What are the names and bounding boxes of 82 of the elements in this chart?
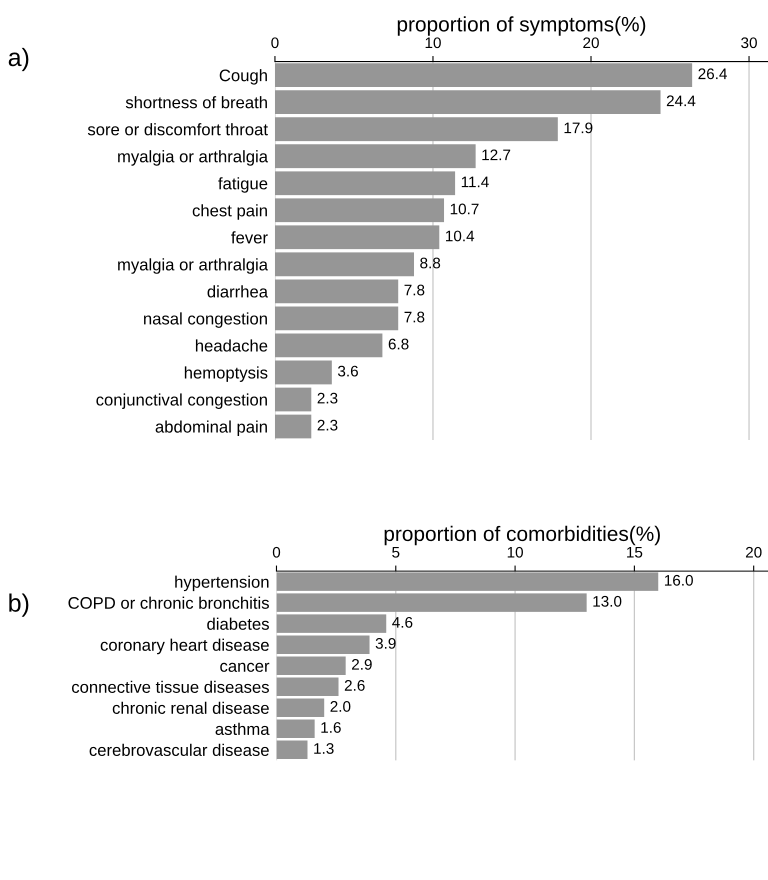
y-tick-label: diarrhea — [208, 285, 268, 298]
bar — [274, 63, 692, 88]
bar — [274, 252, 414, 276]
bar — [276, 635, 370, 654]
x-tick-label: 15 — [627, 547, 642, 558]
data-label: 8.8 — [420, 258, 440, 268]
bar — [274, 144, 476, 168]
data-label: 4.6 — [392, 616, 412, 628]
y-tick-label: abdominal pain — [156, 420, 267, 436]
x-tick-label: 0 — [271, 37, 279, 48]
y-tick-label: headache — [196, 339, 268, 352]
data-label: 24.4 — [666, 95, 696, 106]
bar — [276, 677, 339, 696]
data-label: 2.3 — [318, 420, 338, 431]
data-label: 1.3 — [314, 743, 334, 754]
y-tick-label: connective tissue diseases — [72, 680, 269, 693]
data-label: 3.6 — [338, 366, 358, 377]
bar — [274, 171, 456, 196]
bar — [274, 279, 398, 304]
bar — [274, 117, 558, 142]
data-label: 7.8 — [404, 312, 424, 322]
data-label: 12.7 — [482, 149, 510, 160]
bar — [274, 334, 382, 358]
y-tick-label: conjunctival congestion — [96, 393, 267, 409]
y-tick-label: fever — [231, 231, 268, 244]
data-label: 17.9 — [564, 122, 592, 134]
data-label: 2.0 — [330, 701, 350, 712]
bar — [276, 572, 658, 591]
data-label: 10.7 — [450, 204, 479, 214]
data-label: 2.6 — [344, 680, 365, 691]
x-tick-label: 30 — [741, 37, 757, 48]
y-tick-label: COPD or chronic bronchitis — [68, 596, 269, 609]
y-tick-label: diabetes — [207, 618, 269, 630]
x-tick-label: 20 — [746, 546, 762, 558]
data-label: 16.0 — [664, 574, 693, 586]
bar — [274, 90, 661, 114]
data-label: 26.4 — [698, 68, 727, 80]
y-tick-label: asthma — [216, 722, 270, 735]
data-label: 2.9 — [352, 659, 372, 670]
bar — [274, 198, 444, 222]
bar — [276, 593, 587, 612]
x-tick-label: 0 — [272, 546, 280, 558]
bar — [276, 698, 324, 718]
bar — [274, 414, 312, 438]
text: a) — [8, 48, 28, 72]
y-tick-label: sore or discomfort throat — [88, 123, 268, 136]
y-tick-label: nasal congestion — [144, 312, 267, 328]
data-label: 6.8 — [388, 338, 409, 350]
y-tick-label: myalgia or arthralgia — [118, 258, 268, 274]
x-tick-label: 20 — [583, 37, 599, 48]
x-tick-label: 10 — [508, 546, 523, 558]
y-tick-label: Cough — [220, 69, 267, 85]
bar — [276, 656, 346, 675]
data-label: 11.4 — [462, 176, 489, 188]
y-tick-label: myalgia or arthralgia — [118, 150, 268, 166]
y-tick-label: cancer — [220, 662, 270, 672]
x-axis-title: proportion of symptoms(%) — [398, 16, 646, 36]
data-label: 1.6 — [321, 722, 341, 733]
bar — [274, 225, 440, 250]
x-tick-label: 5 — [392, 547, 400, 558]
x-axis-title: proportion of comorbidities(%) — [384, 526, 660, 546]
bar — [276, 720, 315, 738]
y-tick-label: shortness of breath — [126, 96, 267, 108]
y-tick-label: chest pain — [192, 204, 267, 220]
data-label: 2.3 — [318, 392, 338, 404]
bar — [276, 740, 308, 760]
y-tick-label: cerebrovascular disease — [90, 744, 269, 756]
bar — [274, 306, 398, 330]
y-tick-label: hemoptysis — [184, 366, 268, 382]
bar — [274, 360, 332, 384]
data-label: 3.9 — [376, 638, 396, 649]
bar — [274, 388, 312, 412]
data-label: 10.4 — [446, 230, 474, 242]
bar — [276, 614, 386, 633]
y-tick-label: coronary heart disease — [100, 638, 269, 654]
y-tick-label: hypertension — [175, 576, 268, 592]
data-label: 7.8 — [404, 284, 424, 296]
data-label: 13.0 — [593, 596, 622, 607]
x-tick-label: 10 — [426, 37, 441, 48]
text: b) — [9, 593, 28, 617]
y-tick-label: fatigue — [218, 177, 268, 193]
y-tick-label: chronic renal disease — [112, 702, 269, 714]
